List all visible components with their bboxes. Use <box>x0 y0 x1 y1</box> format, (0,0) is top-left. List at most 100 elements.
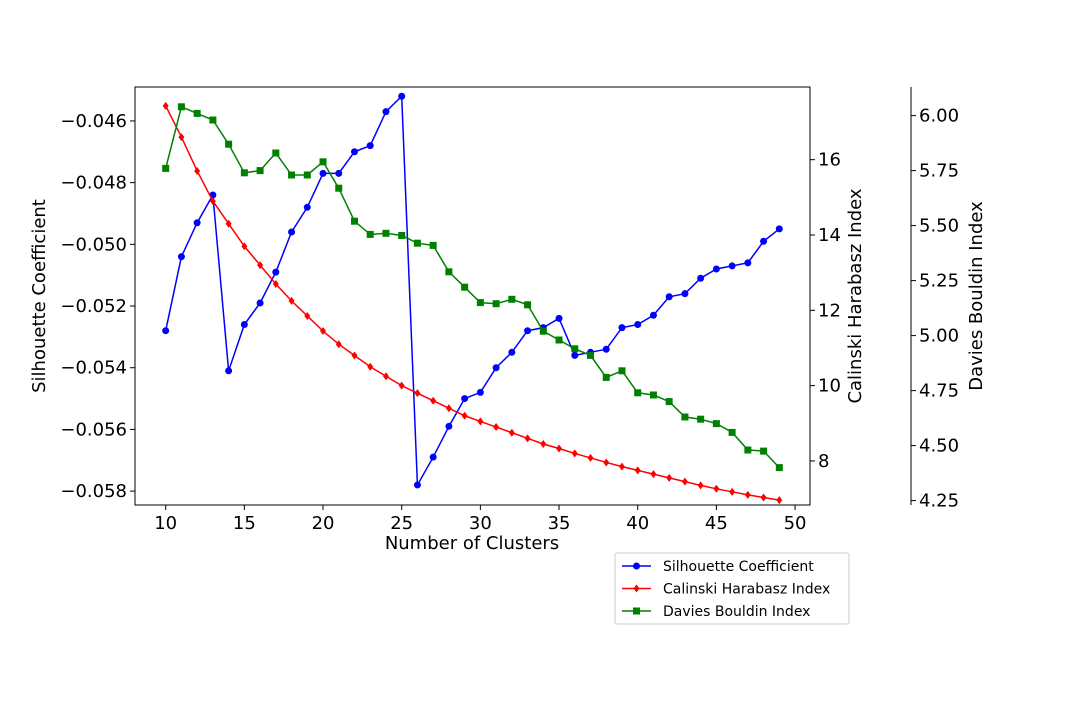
data-point <box>728 428 736 436</box>
data-point <box>492 300 500 308</box>
data-point <box>666 473 673 482</box>
series-line <box>165 105 780 501</box>
data-point <box>728 262 736 270</box>
data-point <box>225 140 233 148</box>
data-point <box>240 321 248 329</box>
data-point <box>477 417 484 426</box>
data-point <box>649 391 657 399</box>
y-tick-label-left: −0.050 <box>60 234 127 255</box>
data-point <box>775 225 783 233</box>
data-point <box>571 351 579 359</box>
legend-marker <box>633 584 640 593</box>
x-tick-label: 45 <box>705 513 728 534</box>
data-point <box>587 351 595 359</box>
data-point <box>555 336 563 344</box>
data-point <box>225 219 232 228</box>
data-point <box>665 398 673 406</box>
plot-frame <box>134 86 912 506</box>
data-point <box>351 351 358 360</box>
data-point <box>335 340 342 349</box>
data-point <box>556 444 563 453</box>
y-tick-label-right1: 16 <box>818 150 841 171</box>
series-right2 <box>162 103 783 472</box>
x-tick-label: 15 <box>233 513 256 534</box>
series-layer <box>162 92 783 505</box>
data-point <box>429 453 437 461</box>
data-point <box>508 348 516 356</box>
data-point <box>461 283 469 291</box>
data-point <box>539 327 547 335</box>
y-axis-right1-title: Calinski Harabasz Index <box>845 188 866 403</box>
data-point <box>697 481 704 490</box>
y-tick-label-right2: 6.00 <box>919 106 959 127</box>
series-left <box>162 92 783 489</box>
data-point <box>177 253 185 261</box>
data-point <box>681 290 689 298</box>
data-point <box>508 428 515 437</box>
x-tick-label: 40 <box>626 513 649 534</box>
y-tick-label-right2: 4.75 <box>919 381 959 402</box>
series-right1 <box>162 101 783 505</box>
data-point <box>713 484 720 493</box>
data-point <box>413 239 421 247</box>
data-point <box>776 496 783 505</box>
data-point <box>634 466 641 475</box>
data-point <box>209 197 216 206</box>
data-point <box>760 447 768 455</box>
data-point <box>366 142 374 150</box>
y-tick-label-left: −0.054 <box>60 358 127 379</box>
data-point <box>602 345 610 353</box>
data-point <box>209 116 217 124</box>
data-point <box>272 279 279 288</box>
y-tick-label-left: −0.046 <box>60 111 127 132</box>
data-point <box>382 372 389 381</box>
legend-label: Silhouette Coefficient <box>663 559 814 575</box>
data-point <box>493 423 500 432</box>
y-tick-label-right2: 5.25 <box>919 271 959 292</box>
data-point <box>492 364 500 372</box>
data-point <box>319 169 327 177</box>
data-point <box>177 103 185 111</box>
data-point <box>729 487 736 496</box>
legend-label: Calinski Harabasz Index <box>663 582 830 598</box>
data-point <box>524 301 532 309</box>
plot-area-border <box>134 86 811 506</box>
y-tick-label-right2: 5.00 <box>919 326 959 347</box>
data-point <box>445 268 453 276</box>
data-point <box>587 453 594 462</box>
data-point <box>744 446 752 454</box>
data-point <box>288 171 296 179</box>
data-point <box>414 389 421 398</box>
y-tick-label-right1: 10 <box>818 376 841 397</box>
series-line <box>164 94 780 488</box>
y-tick-label-right2: 4.50 <box>919 436 959 457</box>
data-point <box>649 311 657 319</box>
data-point <box>350 148 358 156</box>
series-line <box>164 105 780 469</box>
data-point <box>241 242 248 251</box>
data-point <box>335 184 343 192</box>
data-point <box>256 167 264 175</box>
legend-item: Silhouette Coefficient <box>622 559 814 575</box>
data-point <box>398 232 406 239</box>
data-point <box>524 327 532 335</box>
x-axis-title: Number of Clusters <box>385 533 559 554</box>
legend-item: Calinski Harabasz Index <box>622 582 830 598</box>
data-point <box>760 493 767 502</box>
ticks-layer: 10 15 20 25 30 35 40 45 50 −0.058 −0.056 −0.054 −0.0… <box>60 106 959 534</box>
data-point <box>303 171 311 179</box>
y-tick-label-left: −0.048 <box>60 173 127 194</box>
y-tick-label-right2: 5.50 <box>919 216 959 237</box>
data-point <box>272 268 280 276</box>
y-tick-label-right2: 5.75 <box>919 161 959 182</box>
data-point <box>712 420 720 428</box>
data-point <box>665 293 673 301</box>
data-point <box>445 422 453 430</box>
legend-label: Davies Bouldin Index <box>663 604 810 620</box>
data-point <box>461 411 468 420</box>
data-point <box>240 169 248 177</box>
legend-item: Davies Bouldin Index <box>622 604 810 620</box>
data-point <box>162 101 169 110</box>
